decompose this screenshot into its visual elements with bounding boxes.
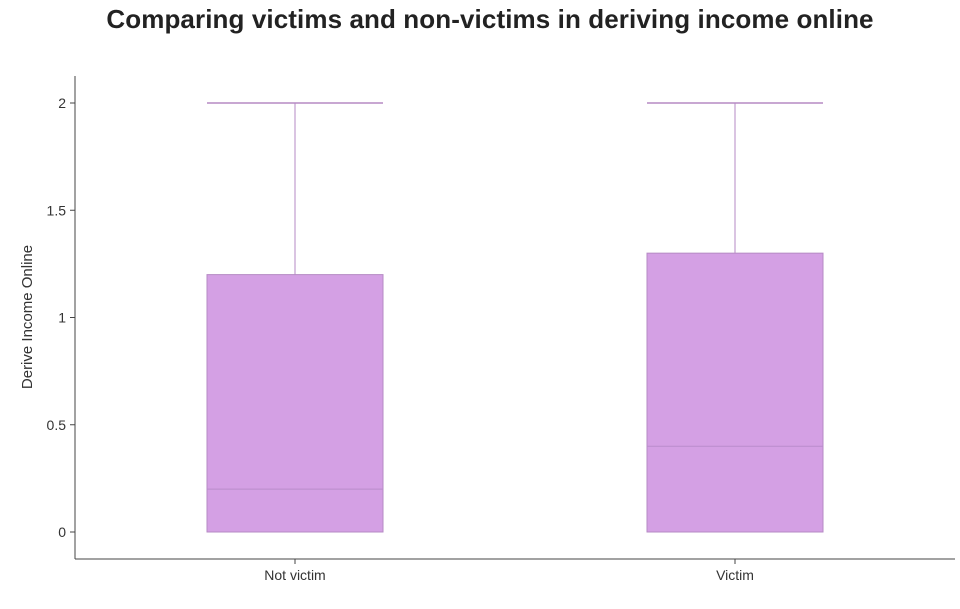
y-tick-label: 2	[58, 95, 66, 111]
y-tick-label: 1.5	[47, 202, 67, 218]
chart-title: Comparing victims and non-victims in der…	[106, 4, 874, 34]
y-axis-title: Derive Income Online	[19, 245, 36, 389]
y-tick-label: 1	[58, 310, 66, 326]
box-iqr	[646, 252, 824, 533]
x-axis: Not victim Victim	[75, 558, 955, 583]
box-not-victim	[206, 102, 384, 533]
box-victim	[646, 102, 824, 533]
y-axis: 0 0.5 1 1.5 2	[47, 76, 76, 559]
box-iqr	[206, 274, 384, 533]
x-tick-label: Not victim	[264, 567, 325, 583]
x-tick-label: Victim	[716, 567, 754, 583]
y-tick-label: 0	[58, 524, 66, 540]
boxes	[206, 102, 824, 533]
y-tick-label: 0.5	[47, 417, 67, 433]
